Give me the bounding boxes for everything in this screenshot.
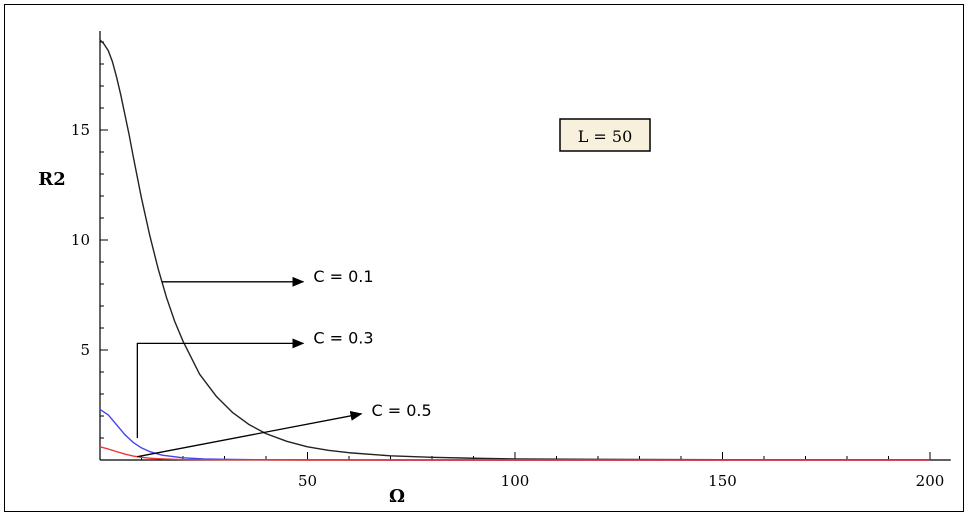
y-tick-label: 10 [71,231,90,249]
annotation-1: C = 0.1 [162,267,374,287]
y-axis-title: R2 [38,169,65,190]
annotation-label: C = 0.5 [371,401,431,420]
annotation-arrow [136,338,305,438]
y-tick-label: 5 [80,341,90,359]
chart-frame [4,4,964,512]
x-tick-label: 200 [916,472,945,490]
annotation-label: C = 0.1 [313,267,373,286]
annotation-3: C = 0.5 [137,401,432,458]
x-axis-title: Ω [389,486,405,507]
annotation-arrow [137,410,363,458]
series-line-1 [99,39,930,461]
x-tick-label: 100 [501,472,530,490]
annotation-layer: C = 0.1 C = 0.3 C = 0.5 [136,267,432,458]
series-line-3 [99,446,930,461]
series-layer [99,39,930,461]
axes: 50 100 150 200 5 10 15 [71,31,951,490]
x-tick-label: 50 [298,472,317,490]
legend-box: L = 50 [559,118,651,152]
annotation-label: C = 0.3 [313,328,373,347]
annotation-2: C = 0.3 [136,328,374,438]
x-tick-label: 150 [708,472,737,490]
legend-text: L = 50 [578,127,633,146]
y-tick-label: 15 [71,121,90,139]
